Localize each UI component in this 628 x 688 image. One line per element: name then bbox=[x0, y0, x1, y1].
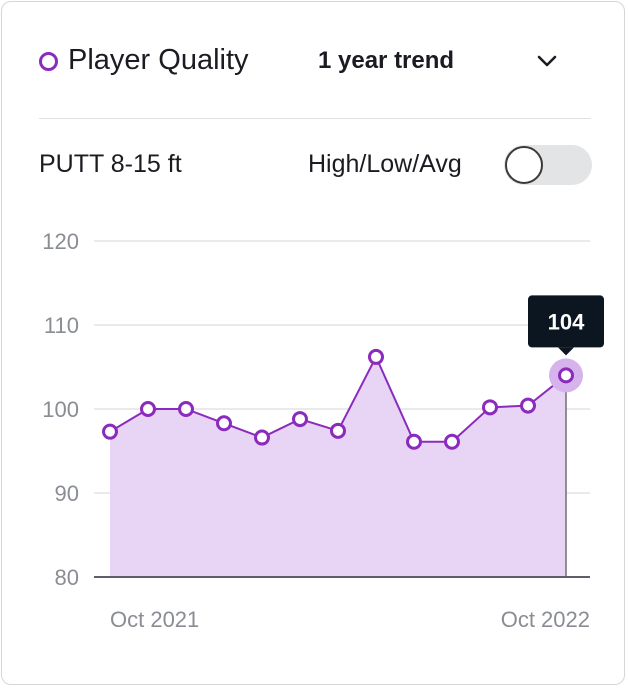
data-point[interactable] bbox=[558, 367, 574, 384]
data-point[interactable] bbox=[102, 423, 118, 440]
data-point[interactable] bbox=[330, 422, 346, 439]
data-point[interactable] bbox=[178, 401, 194, 417]
tooltip-arrow bbox=[558, 347, 574, 356]
data-point[interactable] bbox=[254, 429, 270, 446]
data-point[interactable] bbox=[520, 397, 536, 414]
x-tick-label: Oct 2021 bbox=[110, 607, 199, 632]
data-point[interactable] bbox=[216, 415, 232, 432]
y-tick-label: 90 bbox=[55, 481, 79, 506]
chevron-down-icon bbox=[537, 55, 557, 67]
y-tick-label: 110 bbox=[44, 313, 79, 338]
data-point[interactable] bbox=[406, 433, 422, 450]
x-tick-label: Oct 2022 bbox=[501, 607, 590, 632]
tooltip-value: 104 bbox=[548, 309, 585, 334]
card-header: Player Quality 1 year trend bbox=[2, 2, 626, 120]
data-point[interactable] bbox=[482, 399, 498, 416]
value-tooltip: 104 bbox=[528, 295, 604, 356]
y-tick-label: 120 bbox=[42, 229, 79, 254]
trend-period-value: 1 year trend bbox=[318, 47, 455, 74]
circle-marker-icon bbox=[39, 52, 58, 71]
high-low-avg-label: High/Low/Avg bbox=[308, 150, 462, 178]
trend-period-dropdown[interactable]: 1 year trend bbox=[302, 40, 577, 84]
card-title: Player Quality bbox=[68, 44, 249, 76]
header-divider bbox=[39, 118, 591, 119]
data-point[interactable] bbox=[368, 348, 384, 365]
toggle-knob bbox=[505, 146, 543, 184]
y-tick-label: 80 bbox=[55, 565, 79, 590]
series-area bbox=[110, 356, 566, 577]
tooltip-box bbox=[528, 295, 604, 348]
data-point[interactable] bbox=[140, 401, 156, 417]
high-low-avg-toggle[interactable] bbox=[504, 145, 592, 185]
metric-label: PUTT 8-15 ft bbox=[39, 150, 182, 178]
data-point[interactable] bbox=[292, 411, 308, 428]
y-tick-label: 100 bbox=[42, 397, 79, 422]
data-point[interactable] bbox=[444, 433, 460, 450]
